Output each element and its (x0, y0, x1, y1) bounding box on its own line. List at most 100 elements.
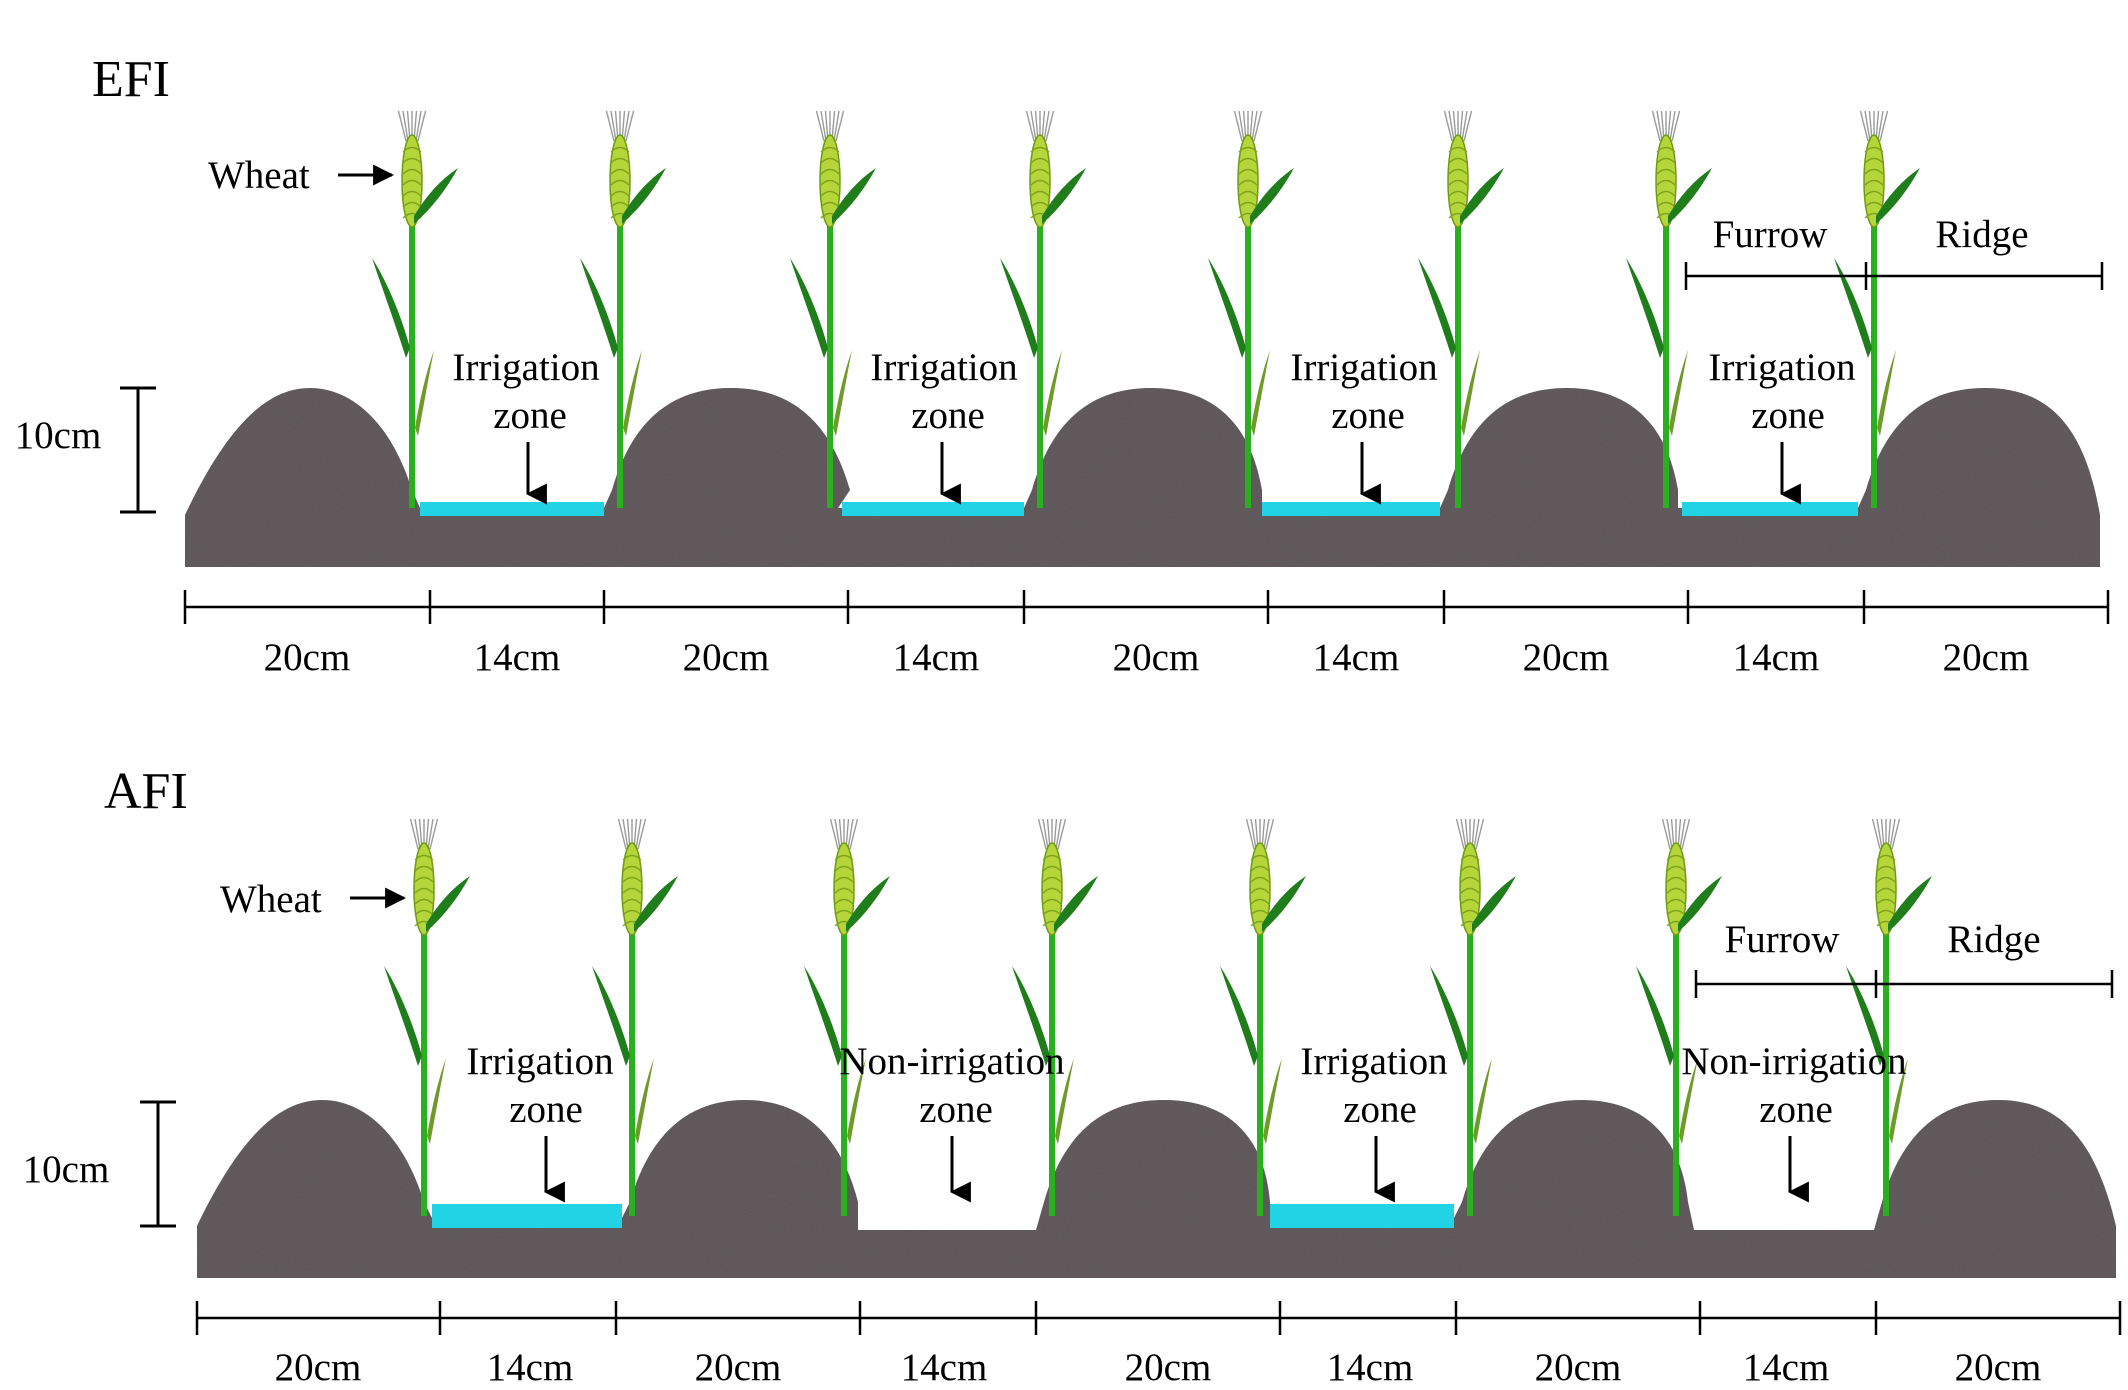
svg-text:zone: zone (1343, 1088, 1417, 1131)
zone-labels: Irrigation zone Irrigation zone Irrigati… (452, 346, 1856, 505)
svg-text:Non-irrigation: Non-irrigation (1681, 1040, 1906, 1083)
wheat-plant (580, 110, 666, 508)
wheat-leaf (1042, 168, 1086, 224)
width-label: 14cm (1743, 1346, 1830, 1389)
wheat-callout: Wheat (220, 878, 407, 921)
ridge-label: Ridge (1947, 918, 2040, 961)
width-label: 14cm (893, 636, 980, 679)
wheat-leaf (415, 350, 434, 436)
wheat-row (372, 110, 1920, 508)
zone-label: Irrigation zone (452, 346, 600, 505)
wheat-leaf (580, 258, 618, 358)
svg-text:Non-irrigation: Non-irrigation (839, 1040, 1064, 1083)
wheat-plant (1846, 818, 1932, 1216)
svg-text:Irrigation: Irrigation (870, 346, 1017, 389)
wheat-leaf (1262, 876, 1306, 932)
wheat-leaf (1461, 350, 1480, 436)
svg-text:zone: zone (509, 1088, 583, 1131)
wheat-leaf (414, 168, 458, 224)
wheat-row (384, 818, 1932, 1216)
panel-title: EFI (92, 51, 170, 108)
zone-label: Irrigation zone (1708, 346, 1856, 505)
wheat-plant (1418, 110, 1504, 508)
height-label: 10cm (15, 414, 102, 457)
width-label: 20cm (1943, 636, 2030, 679)
svg-text:zone: zone (1331, 394, 1405, 437)
wheat-leaf (804, 966, 842, 1066)
svg-text:Irrigation: Irrigation (1708, 346, 1855, 389)
furrow-ridge-scale: Furrow Ridge (1684, 213, 2104, 290)
wheat-leaf (1877, 350, 1896, 436)
width-label: 20cm (695, 1346, 782, 1389)
zone-label: Irrigation zone (466, 1040, 614, 1203)
svg-text:Irrigation: Irrigation (466, 1040, 613, 1083)
width-label: 20cm (275, 1346, 362, 1389)
width-label: 14cm (1313, 636, 1400, 679)
wheat-leaf (427, 1058, 446, 1144)
wheat-leaf (1668, 168, 1712, 224)
wheat-leaf (1472, 876, 1516, 932)
soil-profile (197, 1100, 2116, 1278)
wheat-plant (1834, 110, 1920, 508)
wheat-leaf (833, 350, 852, 436)
wheat-leaf (1043, 350, 1062, 436)
water-strip (420, 502, 604, 516)
wheat-leaf (1888, 876, 1932, 932)
zone-label: Irrigation zone (870, 346, 1018, 505)
width-label: 20cm (1113, 636, 1200, 679)
wheat-leaf (634, 876, 678, 932)
svg-text:zone: zone (1759, 1088, 1833, 1131)
wheat-leaf (426, 876, 470, 932)
wheat-leaf (1054, 876, 1098, 932)
svg-text:zone: zone (493, 394, 567, 437)
wheat-leaf (832, 168, 876, 224)
width-label: 20cm (264, 636, 351, 679)
svg-text:zone: zone (1751, 394, 1825, 437)
wheat-plant (804, 818, 890, 1216)
width-label: 20cm (1523, 636, 1610, 679)
width-label: 14cm (901, 1346, 988, 1389)
wheat-leaf (1678, 876, 1722, 932)
wheat-leaf (592, 966, 630, 1066)
wheat-plant (592, 818, 678, 1216)
wheat-leaf (847, 1058, 866, 1144)
water-strip (842, 502, 1024, 516)
svg-text:Irrigation: Irrigation (452, 346, 599, 389)
wheat-leaf (372, 258, 410, 358)
wheat-leaf (1250, 168, 1294, 224)
width-label: 20cm (1955, 1346, 2042, 1389)
water-strip (432, 1204, 622, 1228)
width-scale: 20cm 14cm 20cm 14cm 20cm 14cm 20cm 14cm … (195, 1301, 2122, 1389)
wheat-leaf (1460, 168, 1504, 224)
zone-label: Irrigation zone (1300, 1040, 1448, 1203)
wheat-leaf (1251, 350, 1270, 436)
wheat-plant (384, 818, 470, 1216)
zone-label: Non-irrigation zone (839, 1040, 1065, 1203)
water-strip (1682, 502, 1858, 516)
wheat-plant (1636, 818, 1722, 1216)
wheat-leaf (1430, 966, 1468, 1066)
zone-label: Irrigation zone (1290, 346, 1438, 505)
wheat-plant (1208, 110, 1294, 508)
panel-efi: EFI 10cm Wheat Furrow Ridge (15, 51, 2110, 679)
soil-profile (185, 388, 2100, 567)
water-strip (1270, 1204, 1454, 1228)
wheat-label: Wheat (208, 154, 310, 197)
height-dimension: 10cm (23, 1100, 176, 1228)
wheat-leaf (1012, 966, 1050, 1066)
wheat-leaf (790, 258, 828, 358)
height-label: 10cm (23, 1148, 110, 1191)
wheat-plant (1430, 818, 1516, 1216)
ridge-label: Ridge (1935, 213, 2028, 256)
wheat-plant (1626, 110, 1712, 508)
wheat-leaf (384, 966, 422, 1066)
svg-text:Irrigation: Irrigation (1300, 1040, 1447, 1083)
wheat-leaf (1263, 1058, 1282, 1144)
wheat-plant (790, 110, 876, 508)
wheat-leaf (1473, 1058, 1492, 1144)
wheat-plant (372, 110, 458, 508)
furrow-label: Furrow (1713, 213, 1828, 256)
width-label: 14cm (1327, 1346, 1414, 1389)
wheat-leaf (622, 168, 666, 224)
